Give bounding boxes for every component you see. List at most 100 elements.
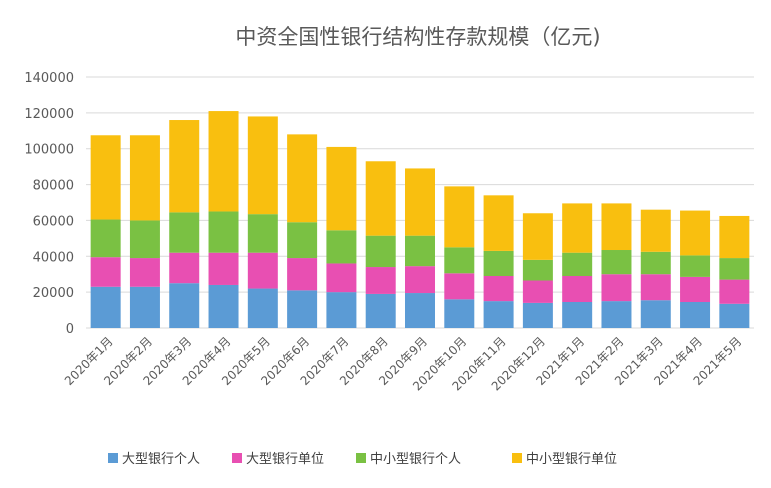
bar-segment bbox=[483, 250, 514, 277]
bar-segment bbox=[90, 286, 121, 328]
bar-segment bbox=[680, 210, 711, 256]
bar-segment bbox=[129, 135, 160, 221]
bar-segment bbox=[287, 290, 318, 328]
bar-segment bbox=[444, 247, 475, 274]
bar-segment bbox=[405, 293, 435, 328]
bars bbox=[90, 111, 750, 328]
y-axis: 0 20000 40000 60000 80000 100000 120000 140000 bbox=[24, 71, 74, 337]
bar-segment bbox=[208, 252, 239, 285]
bar-stack bbox=[169, 120, 200, 328]
legend-label: 大型银行个人 bbox=[122, 452, 200, 467]
bar-stack bbox=[208, 111, 239, 328]
bar-stack bbox=[287, 134, 318, 328]
legend-item: 中小型银行单位 bbox=[512, 452, 617, 467]
bar-segment bbox=[129, 220, 160, 259]
bar-segment bbox=[90, 257, 121, 287]
legend-swatch bbox=[356, 453, 366, 463]
bar-segment bbox=[247, 252, 278, 289]
legend: 大型银行个人 大型银行单位 中小型银行个人 中小型银行单位 bbox=[108, 452, 617, 467]
bar-stack bbox=[719, 215, 750, 328]
bar-stack bbox=[680, 210, 711, 328]
bar-segment bbox=[601, 203, 632, 251]
bar-stack bbox=[562, 203, 593, 328]
bar-segment bbox=[444, 273, 475, 300]
bar-segment bbox=[562, 276, 593, 303]
bar-segment bbox=[405, 168, 435, 236]
y-tick-label: 0 bbox=[66, 322, 74, 337]
bar-segment bbox=[680, 255, 711, 277]
bar-segment bbox=[405, 235, 435, 267]
bar-segment bbox=[483, 276, 514, 302]
legend-swatch bbox=[512, 453, 522, 463]
bar-segment bbox=[247, 214, 278, 253]
y-tick-label: 80000 bbox=[33, 179, 74, 194]
bar-segment bbox=[90, 219, 121, 258]
legend-item: 中小型银行个人 bbox=[356, 452, 461, 467]
bar-segment bbox=[680, 302, 711, 328]
bar-segment bbox=[326, 292, 357, 328]
bar-segment bbox=[680, 276, 711, 303]
legend-label: 大型银行单位 bbox=[246, 452, 324, 467]
bar-segment bbox=[483, 195, 514, 251]
bar-segment bbox=[522, 213, 553, 260]
bar-segment bbox=[365, 161, 396, 236]
bar-stack bbox=[247, 116, 278, 328]
bar-segment bbox=[326, 230, 357, 264]
bar-segment bbox=[287, 134, 318, 223]
bar-segment bbox=[208, 111, 239, 212]
bar-stack bbox=[129, 135, 160, 328]
bar-segment bbox=[326, 146, 357, 231]
legend-label: 中小型银行个人 bbox=[370, 452, 461, 467]
bar-segment bbox=[405, 266, 435, 294]
bar-segment bbox=[169, 120, 200, 213]
bar-segment bbox=[365, 267, 396, 294]
bar-segment bbox=[719, 215, 750, 259]
y-tick-label: 20000 bbox=[33, 286, 74, 301]
bar-stack bbox=[483, 195, 514, 328]
bar-segment bbox=[522, 280, 553, 303]
bar-segment bbox=[522, 302, 553, 328]
y-tick-label: 40000 bbox=[33, 250, 74, 265]
bar-segment bbox=[287, 222, 318, 259]
bar-stack bbox=[90, 135, 121, 328]
bar-stack bbox=[640, 209, 671, 328]
y-tick-label: 120000 bbox=[24, 107, 74, 122]
bar-segment bbox=[483, 301, 514, 328]
bar-stack bbox=[601, 203, 632, 328]
y-tick-label: 60000 bbox=[33, 214, 74, 229]
bar-stack bbox=[326, 146, 357, 328]
legend-label: 中小型银行单位 bbox=[526, 452, 617, 467]
bar-segment bbox=[169, 283, 200, 328]
bar-segment bbox=[601, 301, 632, 328]
bar-segment bbox=[208, 211, 239, 253]
legend-item: 大型银行单位 bbox=[232, 452, 324, 467]
bar-segment bbox=[208, 284, 239, 328]
bar-segment bbox=[640, 300, 671, 328]
bar-segment bbox=[247, 116, 278, 215]
bar-segment bbox=[444, 299, 475, 328]
legend-swatch bbox=[108, 453, 118, 463]
bar-segment bbox=[444, 186, 475, 248]
bar-stack bbox=[405, 168, 435, 328]
bar-segment bbox=[326, 263, 357, 293]
legend-item: 大型银行个人 bbox=[108, 452, 200, 467]
bar-segment bbox=[601, 274, 632, 302]
bar-segment bbox=[247, 288, 278, 328]
bar-segment bbox=[640, 251, 671, 275]
bar-segment bbox=[562, 252, 593, 277]
y-tick-label: 140000 bbox=[24, 71, 74, 86]
x-axis: 2020年1月2020年2月2020年3月2020年4月2020年5月2020年… bbox=[62, 334, 745, 393]
y-tick-label: 100000 bbox=[24, 143, 74, 158]
bar-segment bbox=[601, 250, 632, 275]
bar-segment bbox=[90, 135, 121, 220]
bar-segment bbox=[169, 212, 200, 253]
bar-stack bbox=[522, 213, 553, 328]
bar-segment bbox=[129, 286, 160, 328]
bar-segment bbox=[365, 293, 396, 328]
bar-segment bbox=[522, 259, 553, 281]
bar-segment bbox=[365, 235, 396, 268]
bar-segment bbox=[719, 258, 750, 280]
bar-segment bbox=[169, 252, 200, 284]
legend-swatch bbox=[232, 453, 242, 463]
